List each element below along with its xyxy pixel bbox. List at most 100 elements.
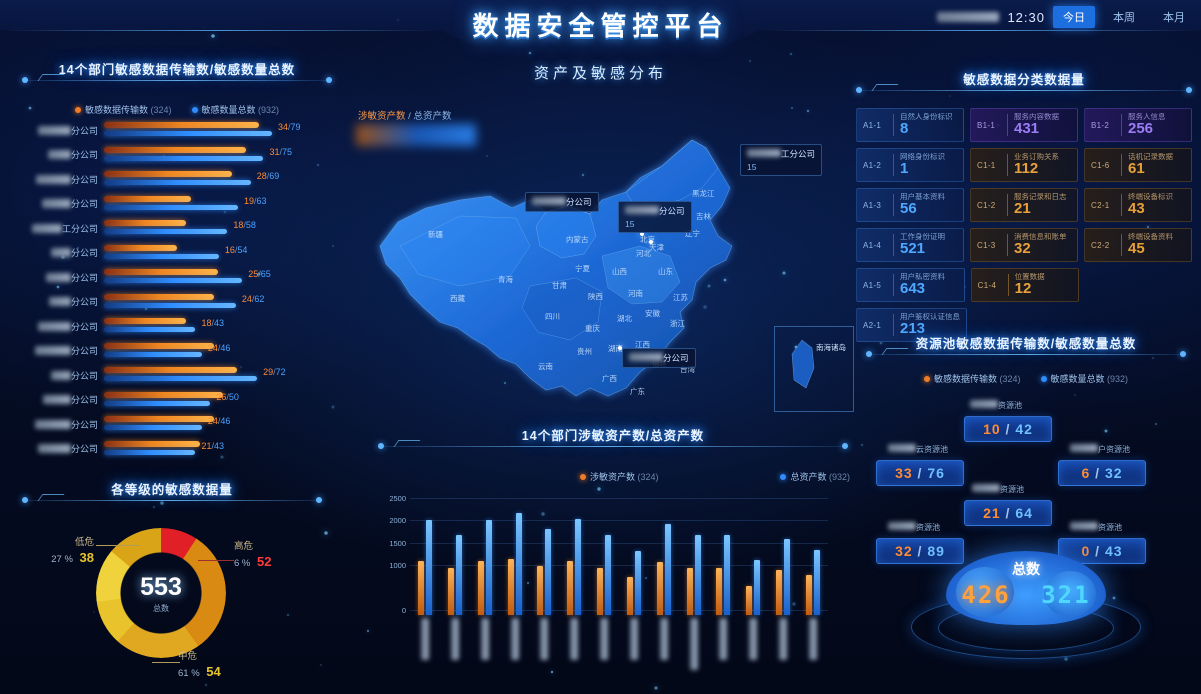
chart-bar-total bbox=[813, 550, 820, 615]
dept-row[interactable]: 分公司 25/65 bbox=[28, 265, 328, 290]
blue-dot-icon bbox=[780, 474, 787, 480]
chart-column-group[interactable] bbox=[772, 490, 794, 615]
classification-grid: A1-1 自然人身份标识 8 B1-1 服务内容数据 431 B1-2 服务人信息 256 A1-… bbox=[856, 108, 1192, 348]
classification-label: 服务记录和日志 bbox=[1014, 193, 1067, 202]
classification-value: 112 bbox=[1014, 160, 1039, 177]
pool-item-pill[interactable]: 21 / 64 bbox=[964, 500, 1052, 526]
chart-column-group[interactable] bbox=[802, 490, 824, 615]
chart-column-group[interactable] bbox=[563, 490, 585, 615]
map-tooltip[interactable]: 工分公司 15 bbox=[740, 144, 823, 176]
chart-x-label-redacted bbox=[510, 618, 519, 660]
dept-name: 分公司 bbox=[28, 369, 104, 382]
dept-row[interactable]: 工分公司 18/58 bbox=[28, 216, 328, 241]
classification-cell[interactable]: B1-1 服务内容数据 431 bbox=[970, 108, 1078, 142]
classification-cell-empty bbox=[1085, 268, 1192, 302]
chart-column-group[interactable] bbox=[712, 490, 734, 615]
classification-cell[interactable]: A2-1 用户鉴权认证信息 213 bbox=[856, 308, 967, 342]
chart-bar-sensitive bbox=[656, 562, 663, 615]
classification-cell[interactable]: A1-4 工作身份证明 521 bbox=[856, 228, 964, 262]
province-label: 山东 bbox=[658, 267, 673, 276]
chart-y-tick: 2000 bbox=[389, 516, 406, 526]
pool-item-pill[interactable]: 0 / 43 bbox=[1058, 538, 1146, 564]
dept-row[interactable]: 分公司 29/72 bbox=[28, 363, 328, 388]
dept-row[interactable]: 分公司 21/43 bbox=[28, 437, 328, 462]
map-tooltip[interactable]: 分公司 bbox=[525, 192, 599, 212]
classification-code: A1-2 bbox=[863, 160, 882, 170]
province-label: 广东 bbox=[630, 387, 645, 396]
classification-cell[interactable]: A1-1 自然人身份标识 8 bbox=[856, 108, 964, 142]
dept-row[interactable]: 分公司 31/75 bbox=[28, 143, 328, 168]
pool-label-text: 户资源池 bbox=[1098, 445, 1130, 454]
province-label: 天津 bbox=[649, 243, 664, 252]
severity-donut-chart[interactable]: 553 总数 bbox=[96, 528, 226, 658]
province-label: 江西 bbox=[635, 340, 650, 349]
dept-value-label: 18/43 bbox=[201, 318, 224, 329]
dept-row[interactable]: 分公司 26/50 bbox=[28, 388, 328, 413]
dept-value-label: 24/62 bbox=[241, 293, 265, 304]
classification-divider bbox=[1121, 154, 1122, 176]
classification-row: A2-1 用户鉴权认证信息 213 bbox=[856, 308, 1192, 342]
chart-column-group[interactable] bbox=[533, 490, 555, 615]
chart-column-group[interactable] bbox=[683, 490, 705, 615]
pool-item-pill[interactable]: 10 / 42 bbox=[964, 416, 1052, 442]
dept-row[interactable]: 分公司 28/69 bbox=[28, 167, 328, 192]
tab-today[interactable]: 今日 bbox=[1053, 6, 1095, 28]
pool-item-pill[interactable]: 6 / 32 bbox=[1058, 460, 1146, 486]
classification-cell[interactable]: C2-1 终端设备标识 43 bbox=[1084, 188, 1192, 222]
dept-row[interactable]: 分公司 34/79 bbox=[28, 118, 328, 143]
classification-cell[interactable]: C1-4 位置数据 12 bbox=[970, 268, 1080, 302]
classification-cell[interactable]: C1-1 业务订购关系 112 bbox=[970, 148, 1078, 182]
chart-column-group[interactable] bbox=[623, 490, 645, 615]
dept-bar-total bbox=[104, 278, 243, 284]
chart-x-label bbox=[653, 618, 675, 670]
classification-cell[interactable]: C2-2 终端设备资料 45 bbox=[1084, 228, 1192, 262]
province-label: 四川 bbox=[545, 312, 560, 321]
pool-label-redacted bbox=[1070, 522, 1098, 530]
city-marker-dot[interactable] bbox=[649, 240, 653, 244]
china-map[interactable]: 涉敏资产数 / 总资产数 南海诸岛 新疆 西藏 青海 甘肃 内蒙古 宁夏 陕西 四川 云南 贵州 重… bbox=[340, 96, 860, 426]
map-tooltip[interactable]: 分公司 15 bbox=[618, 201, 692, 233]
classification-cell[interactable]: B1-2 服务人信息 256 bbox=[1084, 108, 1192, 142]
donut-ring bbox=[96, 528, 226, 658]
pool-panel-title: 资源池敏感数据传输数/敏感数量总数 bbox=[866, 336, 1186, 358]
dept-name-redacted bbox=[37, 125, 71, 135]
city-marker-dot[interactable] bbox=[618, 346, 622, 350]
dept-value-label: 24/46 bbox=[207, 342, 231, 353]
classification-cell[interactable]: C1-3 消费信息和账单 32 bbox=[970, 228, 1078, 262]
chart-column-group[interactable] bbox=[504, 490, 526, 615]
chart-column-group[interactable] bbox=[653, 490, 675, 615]
legend-pool-total: 敏感数量总数 (932) bbox=[1040, 372, 1128, 385]
classification-cell[interactable]: A1-2 网络身份标识 1 bbox=[856, 148, 964, 182]
classification-cell[interactable]: C1-6 话机记录数据 61 bbox=[1084, 148, 1192, 182]
dept-row[interactable]: 分公司 16/54 bbox=[28, 241, 328, 266]
classification-cell[interactable]: C1-2 服务记录和日志 21 bbox=[970, 188, 1078, 222]
dept-name: 分公司 bbox=[28, 148, 104, 161]
classification-divider bbox=[1121, 194, 1122, 216]
asset-bar-chart[interactable]: 0 1000 1500 2000 2500 bbox=[378, 490, 828, 670]
chart-column-group[interactable] bbox=[593, 490, 615, 615]
pool-item-pill[interactable]: 32 / 89 bbox=[876, 538, 964, 564]
dept-name-redacted bbox=[48, 297, 71, 307]
classification-cell[interactable]: A1-3 用户基本资料 56 bbox=[856, 188, 964, 222]
dept-row[interactable]: 分公司 24/46 bbox=[28, 339, 328, 364]
classification-body: 终端设备标识 43 bbox=[1128, 193, 1173, 217]
tab-month[interactable]: 本月 bbox=[1163, 12, 1185, 24]
pool-item-pill[interactable]: 33 / 76 bbox=[876, 460, 964, 486]
map-tooltip[interactable]: 分公司 bbox=[622, 348, 696, 368]
dept-row[interactable]: 分公司 19/63 bbox=[28, 192, 328, 217]
dept-row[interactable]: 分公司 24/46 bbox=[28, 412, 328, 437]
donut-total-label: 总数 bbox=[153, 603, 169, 613]
chart-column-group[interactable] bbox=[474, 490, 496, 615]
tab-week[interactable]: 本周 bbox=[1113, 12, 1135, 24]
classification-label: 自然人身份标识 bbox=[900, 113, 953, 122]
dept-row[interactable]: 分公司 24/62 bbox=[28, 290, 328, 315]
chart-column-group[interactable] bbox=[414, 490, 436, 615]
chart-column-group[interactable] bbox=[444, 490, 466, 615]
dept-row[interactable]: 分公司 18/43 bbox=[28, 314, 328, 339]
classification-cell[interactable]: A1-5 用户私密资料 643 bbox=[856, 268, 965, 302]
chart-column-group[interactable] bbox=[742, 490, 764, 615]
city-marker-dot[interactable] bbox=[640, 232, 644, 236]
map-tooltip-value: 15 bbox=[625, 219, 635, 229]
province-label: 内蒙古 bbox=[566, 235, 589, 244]
classification-code: C1-3 bbox=[977, 240, 996, 250]
